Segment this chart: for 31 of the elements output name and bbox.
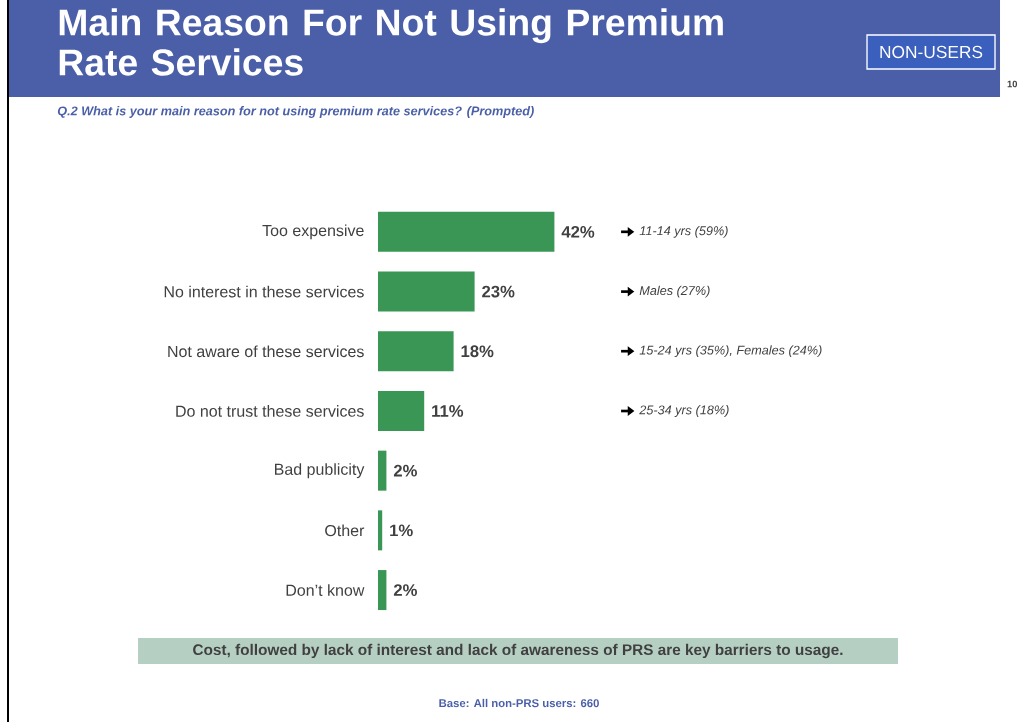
y-tick-label: No interest in these services bbox=[164, 285, 364, 298]
text: 10 bbox=[1007, 80, 1018, 88]
data-label: 18% bbox=[461, 345, 494, 358]
text: Base: All non-PRS users: 660 bbox=[439, 698, 599, 708]
y-tick-label: Bad publicity bbox=[275, 463, 365, 479]
bar bbox=[378, 510, 383, 551]
bar bbox=[378, 271, 475, 312]
bar bbox=[378, 331, 454, 372]
y-tick-label: Not aware of these services bbox=[168, 345, 364, 358]
data-label: 2% bbox=[393, 584, 417, 596]
text: 11-14 yrs (59%) bbox=[639, 225, 728, 238]
text: NON-USERS bbox=[880, 45, 983, 59]
bar bbox=[378, 211, 555, 252]
bar bbox=[378, 570, 387, 611]
text: 25-34 yrs (18%) bbox=[639, 405, 729, 417]
y-tick-label: Do not trust these services bbox=[176, 405, 364, 417]
bar bbox=[378, 450, 387, 491]
data-label: 2% bbox=[393, 464, 417, 477]
data-label: 11% bbox=[432, 405, 464, 417]
y-tick-label: Don’t know bbox=[286, 584, 365, 596]
chart-subtitle: Q.2 What is your main reason for not using premium rate services? (Prompted) bbox=[57, 106, 534, 118]
chart-title: Main Reason For Not Using Premium Rate Services bbox=[59, 8, 723, 76]
data-label: 1% bbox=[390, 524, 413, 537]
y-tick-label: Other bbox=[325, 524, 365, 537]
text: Cost, followed by lack of interest and lack of awareness of PRS are key barriers to usage. bbox=[193, 643, 843, 659]
bar bbox=[378, 390, 425, 431]
data-label: 42% bbox=[561, 225, 595, 238]
y-tick-label: Too expensive bbox=[262, 224, 364, 240]
text: 15-24 yrs (35%), Females (24%) bbox=[639, 345, 822, 358]
data-label: 23% bbox=[482, 285, 515, 298]
text: Males (27%) bbox=[639, 285, 710, 298]
